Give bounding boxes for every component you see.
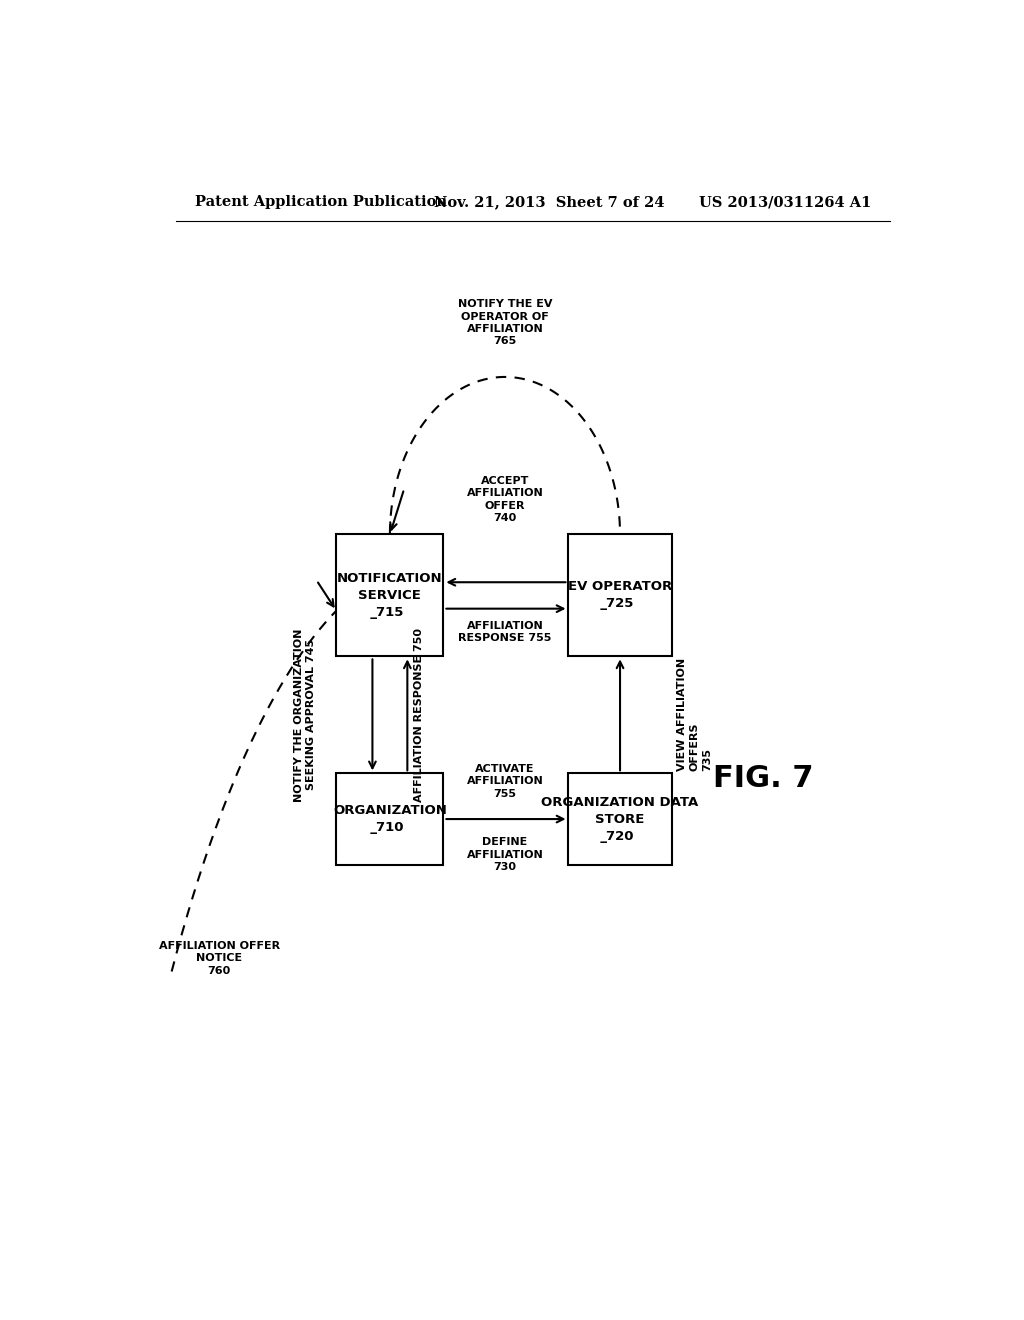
Text: Nov. 21, 2013  Sheet 7 of 24: Nov. 21, 2013 Sheet 7 of 24 (433, 195, 664, 209)
Text: VIEW AFFILIATION
OFFERS
735: VIEW AFFILIATION OFFERS 735 (677, 659, 712, 771)
Text: ACTIVATE
AFFILIATION
755: ACTIVATE AFFILIATION 755 (467, 764, 544, 799)
Text: NOTIFICATION
SERVICE
̲715: NOTIFICATION SERVICE ̲715 (337, 572, 442, 619)
FancyBboxPatch shape (568, 535, 672, 656)
FancyBboxPatch shape (336, 535, 443, 656)
Text: ORGANIZATION
̲710: ORGANIZATION ̲710 (333, 804, 446, 834)
Text: AFFILIATION
RESPONSE 755: AFFILIATION RESPONSE 755 (459, 620, 552, 643)
Text: ORGANIZATION DATA
STORE
̲720: ORGANIZATION DATA STORE ̲720 (542, 796, 698, 842)
Text: NOTIFY THE ORGANIZATION
SEEKING APPROVAL 745: NOTIFY THE ORGANIZATION SEEKING APPROVAL… (294, 628, 316, 801)
Text: NOTIFY THE EV
OPERATOR OF
AFFILIATION
765: NOTIFY THE EV OPERATOR OF AFFILIATION 76… (458, 300, 552, 346)
FancyBboxPatch shape (336, 774, 443, 865)
FancyBboxPatch shape (568, 774, 672, 865)
Text: AFFILIATION OFFER
NOTICE
760: AFFILIATION OFFER NOTICE 760 (159, 941, 280, 975)
Text: US 2013/0311264 A1: US 2013/0311264 A1 (699, 195, 871, 209)
Text: FIG. 7: FIG. 7 (713, 764, 813, 793)
Text: Patent Application Publication: Patent Application Publication (196, 195, 447, 209)
Text: DEFINE
AFFILIATION
730: DEFINE AFFILIATION 730 (467, 837, 544, 873)
Text: EV OPERATOR
̲725: EV OPERATOR ̲725 (568, 581, 672, 610)
Text: ACCEPT
AFFILIATION
OFFER
740: ACCEPT AFFILIATION OFFER 740 (467, 477, 544, 523)
Text: AFFILIATION RESPONSE 750: AFFILIATION RESPONSE 750 (414, 628, 424, 801)
